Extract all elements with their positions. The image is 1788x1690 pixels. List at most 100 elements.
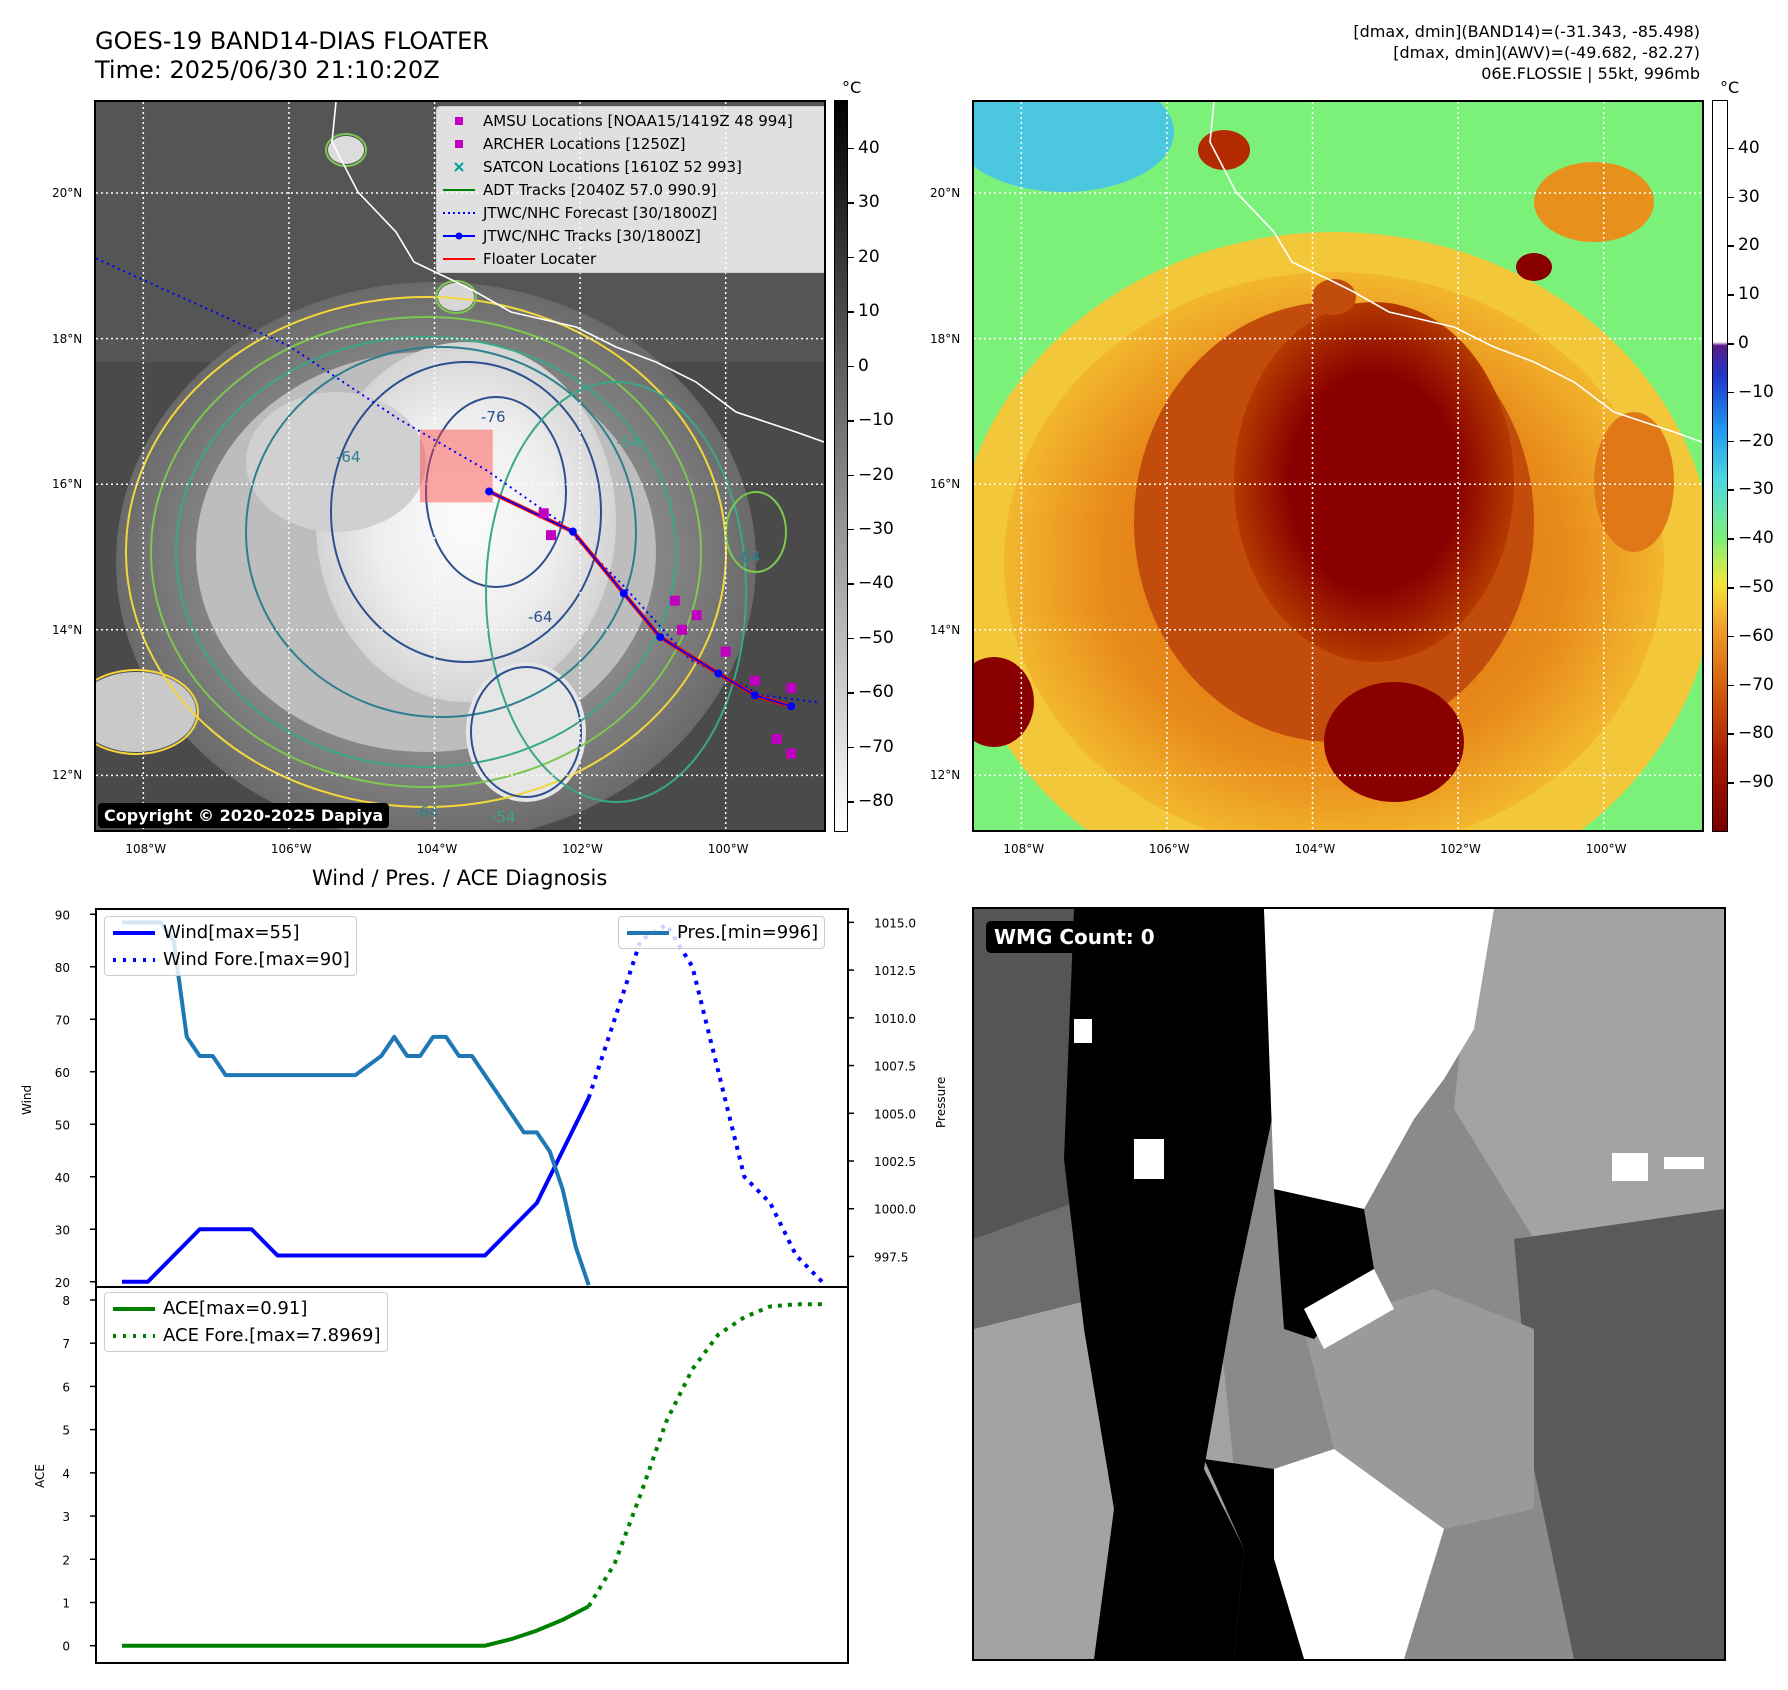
ace-tick-label: 8 (62, 1294, 70, 1308)
awv-map-canvas (974, 102, 1702, 830)
colorbar-tick-mark (1728, 782, 1734, 784)
legend-label: Wind Fore.[max=90] (163, 949, 350, 970)
colorbar-tick-mark (1728, 733, 1734, 735)
pressure-tick-label: 1012.5 (874, 964, 916, 978)
colorbar-tick-label: 40 (858, 137, 880, 158)
series-ace-fore (586, 1302, 823, 1608)
legend-label: ADT Tracks [2040Z 57.0 990.9] (483, 180, 717, 199)
colorbar-tick-label: 10 (858, 301, 880, 322)
ace-tick-label: 3 (62, 1510, 70, 1524)
wmg-image (974, 909, 1724, 1659)
amsu-point (771, 734, 782, 744)
colorbar-tick-mark (848, 746, 854, 749)
storm-info: 06E.FLOSSIE | 55kt, 996mb (1481, 64, 1700, 83)
ace-tick-label: 4 (62, 1467, 70, 1481)
colorbar-tick-label: 0 (1738, 333, 1749, 353)
legend-label: ACE[max=0.91] (163, 1298, 308, 1319)
colorbar-unit-left: °C (842, 78, 862, 97)
amsu-point (538, 508, 549, 519)
copyright-badge: Copyright © 2020-2025 Dapiya (98, 803, 390, 828)
lon-label: 106°W (1148, 842, 1190, 856)
legend-label: AMSU Locations [NOAA15/1419Z 48 994] (483, 111, 793, 130)
colorbar-tick-mark (1728, 635, 1734, 638)
ace-legend: ACE[max=0.91] ACE Fore.[max=7.8969] (104, 1292, 388, 1352)
chart-time: Time: 2025/06/30 21:10:20Z (95, 56, 440, 84)
colorbar-tick-mark (1728, 538, 1734, 540)
pressure-tick-label: 1002.5 (874, 1155, 916, 1169)
colorbar-tick-mark (1728, 294, 1734, 296)
amsu-point (786, 683, 797, 694)
colorbar-tick-mark (1728, 147, 1734, 150)
pressure-tick-label: 997.5 (874, 1250, 908, 1264)
lat-label: 14°N (930, 622, 961, 637)
legend-label: ACE Fore.[max=7.8969] (163, 1325, 381, 1346)
colorbar-tick-label: −70 (858, 736, 894, 757)
lat-label: 20°N (52, 186, 83, 200)
colorbar-tick-label: −50 (858, 627, 894, 648)
jtwc-track-point (714, 669, 723, 678)
wmg-count-badge: WMG Count: 0 (986, 921, 1163, 953)
jtwc-track-point (568, 527, 577, 536)
series-pres (121, 920, 591, 1286)
map-legend: AMSU Locations [NOAA15/1419Z 48 994] ARCH… (436, 106, 824, 273)
amsu-point (677, 624, 688, 635)
colorbar-tick-mark (848, 528, 854, 531)
ace-tick-label: 1 (62, 1596, 70, 1610)
colorbar-tick-mark (848, 474, 854, 477)
lon-label: 106°W (270, 842, 312, 856)
colorbar-tick-mark (1728, 587, 1734, 589)
track-overlay (96, 257, 821, 759)
legend-label: ARCHER Locations [1250Z] (483, 134, 686, 153)
contour-label: -64 (414, 803, 439, 821)
coastline (331, 102, 824, 443)
colorbar-tick-label: −60 (1738, 625, 1774, 646)
band14-map: -76 -64 -64 -54 -64 -54 -64 AMSU Locatio… (94, 100, 826, 832)
colorbar-tick-mark (848, 202, 854, 204)
contour-label: -76 (481, 408, 506, 426)
amsu-point (691, 610, 702, 621)
colorbar-tick-label: −50 (1738, 577, 1774, 597)
colorbar-tick-mark (1728, 196, 1734, 199)
pressure-tick-label: 1005.0 (874, 1107, 916, 1121)
contour-label: -64 (336, 448, 361, 466)
stats-awv: [dmax, dmin](AWV)=(-49.682, -82.27) (1393, 43, 1700, 62)
map-gridlines (974, 102, 1702, 830)
ace-frame (95, 1286, 849, 1664)
pressure-tick-label: 1015.0 (874, 916, 916, 930)
band14-colorbar (834, 100, 848, 832)
series-wind (121, 1097, 591, 1284)
colorbar-tick-label: 30 (1738, 186, 1760, 207)
lat-label: 18°N (52, 331, 83, 346)
lat-label: 20°N (930, 186, 961, 200)
wind-tick-label: 40 (55, 1171, 70, 1185)
jtwc-track-point (485, 487, 494, 496)
legend-item: Wind Fore.[max=90] (111, 946, 350, 973)
colorbar-tick-label: 20 (858, 246, 880, 267)
wmg-panel: WMG Count: 0 (972, 907, 1726, 1661)
legend-item: ACE Fore.[max=7.8969] (111, 1322, 381, 1349)
ace-tick-label: 0 (62, 1640, 70, 1654)
lon-label: 100°W (1585, 842, 1627, 856)
awv-colorbar (1712, 100, 1728, 832)
wind-tick-label: 60 (55, 1066, 70, 1080)
legend-item: Wind[max=55] (111, 919, 350, 946)
colorbar-tick-label: −40 (1738, 528, 1774, 549)
jtwc-track-point (619, 589, 628, 598)
contour-label: -54 (616, 433, 641, 451)
colorbar-tick-mark (848, 583, 854, 585)
colorbar-tick-label: −90 (1738, 772, 1774, 793)
colorbar-tick-mark (848, 147, 854, 150)
colorbar-tick-mark (848, 420, 854, 422)
lon-label: 102°W (1440, 842, 1481, 856)
colorbar-tick-mark (1728, 489, 1734, 491)
amsu-point (749, 675, 760, 686)
wind-tick-label: 30 (55, 1223, 70, 1237)
ace-tick-label: 6 (62, 1380, 70, 1394)
legend-item: ARCHER Locations [1250Z] (441, 132, 824, 155)
colorbar-unit-right: °C (1720, 78, 1740, 97)
jtwc-track-point (787, 702, 796, 711)
colorbar-tick-label: −30 (1738, 479, 1774, 500)
colorbar-tick-mark (848, 256, 854, 259)
colorbar-tick-label: −20 (1738, 430, 1774, 451)
ace-tick-label: 7 (62, 1337, 70, 1351)
